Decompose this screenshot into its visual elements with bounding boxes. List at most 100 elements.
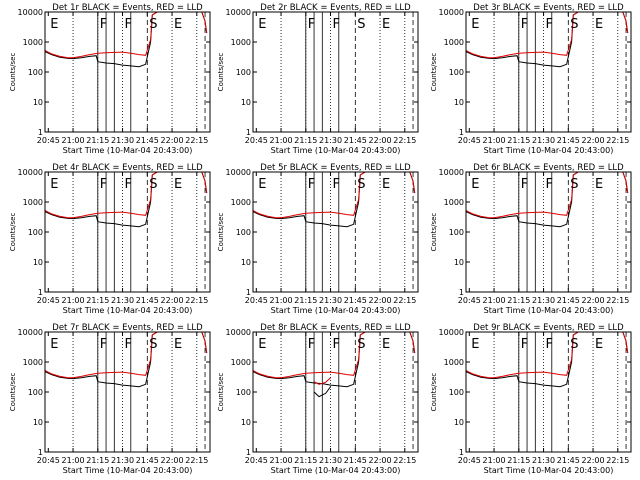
marker-label: F — [521, 177, 528, 192]
x-axis-label: Start Time (10-Mar-04 20:43:00) — [63, 146, 193, 155]
y-tick-label: 1 — [38, 288, 43, 297]
y-axis-label: Counts/sec — [9, 373, 17, 412]
x-tick-label: 22:00 — [582, 136, 605, 145]
dip-series-events — [313, 386, 332, 398]
x-axis-label: Start Time (10-Mar-04 20:43:00) — [63, 466, 193, 475]
x-axis-label: Start Time (10-Mar-04 20:43:00) — [484, 306, 614, 315]
y-tick-label: 10 — [241, 418, 251, 427]
series-events — [253, 332, 366, 388]
marker-label: S — [149, 177, 157, 192]
x-tick-label: 21:45 — [344, 456, 367, 465]
y-tick-label: 1 — [246, 288, 251, 297]
panel-title: Det 9r BLACK = Events, RED = LLD — [473, 323, 624, 333]
y-tick-label: 100 — [28, 388, 43, 397]
panel-data — [466, 332, 629, 388]
marker-label: E — [471, 337, 479, 352]
marker-label: E — [595, 177, 603, 192]
x-tick-label: 21:15 — [294, 136, 317, 145]
y-tick-label: 10 — [241, 98, 251, 107]
series-events — [253, 172, 366, 228]
y-tick-label: 10 — [454, 418, 464, 427]
panel-data — [466, 172, 629, 228]
series-lld — [45, 172, 158, 219]
series-events — [466, 172, 579, 228]
y-axis-label: Counts/sec — [217, 373, 225, 412]
y-tick-label: 100 — [236, 68, 251, 77]
x-tick-label: 22:15 — [606, 296, 629, 305]
x-tick-label: 21:45 — [557, 296, 580, 305]
y-axis-label: Counts/sec — [430, 213, 438, 252]
x-axis-label: Start Time (10-Mar-04 20:43:00) — [484, 466, 614, 475]
marker-label: E — [174, 177, 182, 192]
x-tick-label: 22:15 — [393, 456, 416, 465]
panel-data — [45, 332, 208, 388]
x-tick-label: 22:15 — [185, 456, 208, 465]
series-lld — [45, 332, 158, 379]
marker-label: S — [570, 17, 578, 32]
y-tick-label: 1 — [38, 448, 43, 457]
x-tick-label: 21:45 — [136, 136, 159, 145]
y-tick-label: 10000 — [226, 168, 251, 177]
y-axis-label: Counts/sec — [430, 373, 438, 412]
marker-label: S — [570, 337, 578, 352]
y-tick-label: 10000 — [439, 8, 464, 17]
marker-label: F — [333, 17, 340, 32]
panel-title: Det 5r BLACK = Events, RED = LLD — [260, 163, 411, 173]
panel-data — [253, 172, 416, 228]
y-tick-label: 10 — [33, 98, 43, 107]
marker-label: E — [50, 177, 58, 192]
series-lld_end — [201, 172, 208, 194]
marker-label: E — [382, 337, 390, 352]
marker-label: F — [546, 337, 553, 352]
x-tick-label: 22:15 — [606, 456, 629, 465]
marker-label: S — [357, 17, 365, 32]
series-lld_end — [409, 172, 416, 194]
series-lld — [253, 172, 366, 219]
marker-label: F — [521, 17, 528, 32]
series-lld — [45, 12, 158, 59]
series-lld_end — [622, 332, 629, 354]
panel-3: E F F S E 20:45 21:00 21:15 21:30 21:45 22:00 22:15… — [430, 3, 632, 155]
panel-8: E F F S E 20:45 21:00 21:15 21:30 21:45 22:00 22:15… — [217, 323, 419, 475]
x-tick-label: 21:15 — [86, 136, 109, 145]
y-tick-label: 10000 — [226, 8, 251, 17]
marker-label: F — [125, 17, 132, 32]
marker-label: F — [100, 177, 107, 192]
y-axis-label: Counts/sec — [9, 53, 17, 92]
panel-7: E F F S E 20:45 21:00 21:15 21:30 21:45 22:00 22:15… — [9, 323, 211, 475]
marker-label: F — [333, 177, 340, 192]
y-tick-label: 10000 — [439, 328, 464, 337]
series-events — [45, 172, 158, 228]
series-events — [45, 332, 158, 388]
x-tick-label: 21:15 — [507, 136, 530, 145]
marker-label: S — [570, 177, 578, 192]
y-tick-label: 10 — [241, 258, 251, 267]
x-axis-label: Start Time (10-Mar-04 20:43:00) — [484, 146, 614, 155]
panel-title: Det 8r BLACK = Events, RED = LLD — [260, 323, 411, 333]
x-tick-label: 22:15 — [393, 296, 416, 305]
panel-title: Det 7r BLACK = Events, RED = LLD — [52, 323, 203, 333]
x-tick-label: 21:00 — [270, 296, 293, 305]
x-tick-label: 20:45 — [37, 456, 60, 465]
x-tick-label: 20:45 — [458, 296, 481, 305]
series-events — [466, 12, 579, 68]
y-axis-label: Counts/sec — [9, 213, 17, 252]
y-tick-label: 10000 — [439, 168, 464, 177]
marker-label: E — [258, 17, 266, 32]
x-tick-label: 20:45 — [458, 456, 481, 465]
panel-6: E F F S E 20:45 21:00 21:15 21:30 21:45 22:00 22:15… — [430, 163, 632, 315]
x-tick-label: 21:45 — [136, 456, 159, 465]
x-tick-label: 22:15 — [606, 136, 629, 145]
y-tick-label: 1 — [459, 128, 464, 137]
x-tick-label: 20:45 — [458, 136, 481, 145]
marker-label: S — [149, 17, 157, 32]
x-tick-label: 21:30 — [111, 136, 134, 145]
marker-label: E — [174, 337, 182, 352]
y-axis-label: Counts/sec — [217, 213, 225, 252]
marker-label: F — [546, 177, 553, 192]
x-tick-label: 22:00 — [161, 136, 184, 145]
panel-9: E F F S E 20:45 21:00 21:15 21:30 21:45 22:00 22:15… — [430, 323, 632, 475]
marker-label: E — [471, 17, 479, 32]
y-axis-label: Counts/sec — [430, 53, 438, 92]
x-axis-label: Start Time (10-Mar-04 20:43:00) — [63, 306, 193, 315]
